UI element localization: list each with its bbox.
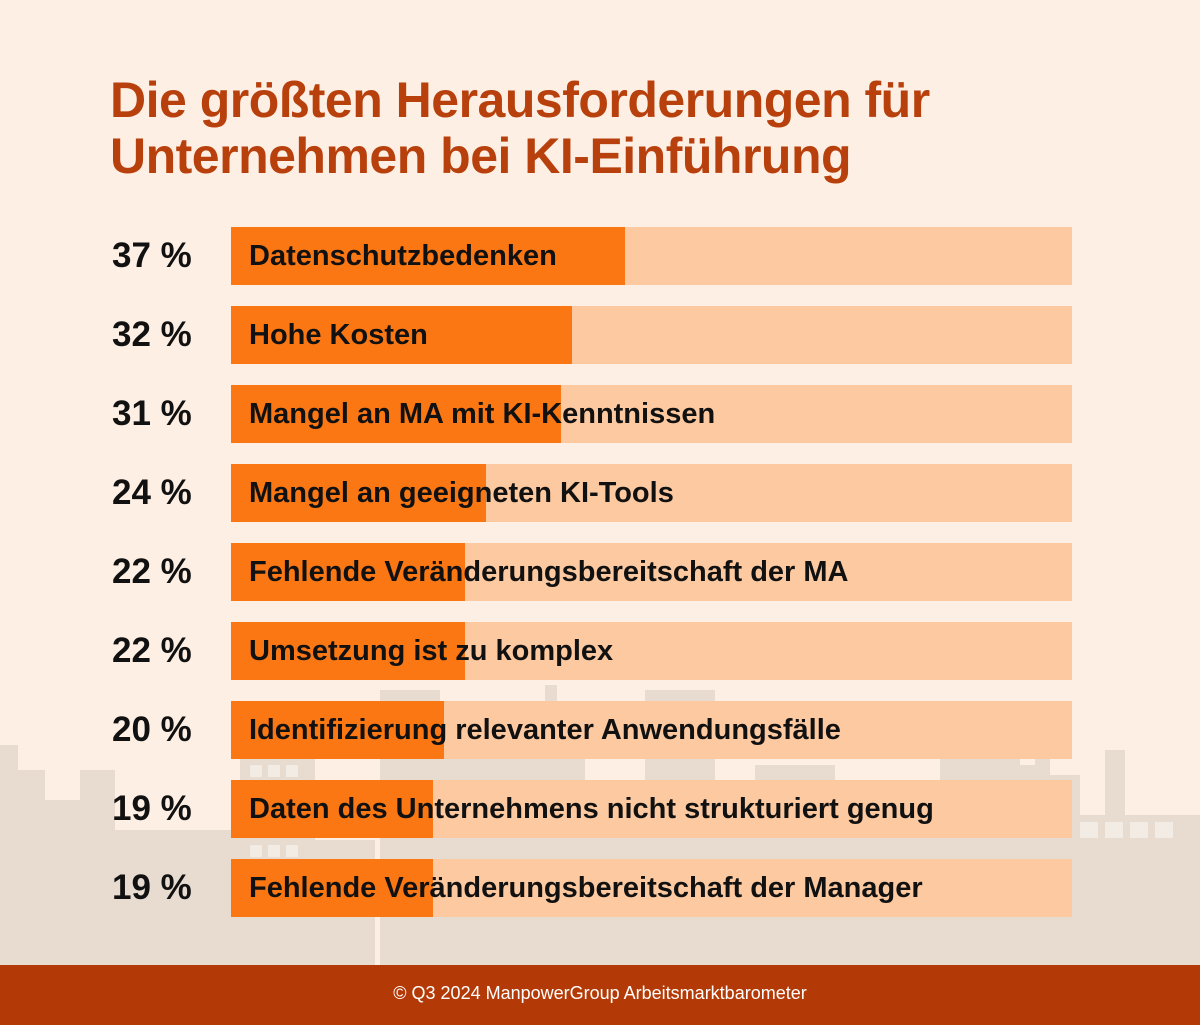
chart-title-line-1: Die größten Herausforderungen für bbox=[110, 72, 930, 128]
bar-track: Hohe Kosten bbox=[231, 306, 1072, 364]
bar-category-label: Umsetzung ist zu komplex bbox=[249, 635, 614, 667]
bar-track: Fehlende Veränderungsbereitschaft der MA bbox=[231, 543, 1072, 601]
bar-track: Umsetzung ist zu komplex bbox=[231, 622, 1072, 680]
bar-row: 22 % Fehlende Veränderungsbereitschaft de… bbox=[0, 543, 1200, 601]
bar-track: Daten des Unternehmens nicht strukturier… bbox=[231, 780, 1072, 838]
bar-value-label: 22 % bbox=[112, 552, 192, 591]
bar-value-label: 32 % bbox=[112, 315, 192, 354]
bar bbox=[231, 780, 433, 838]
bar-row: 20 % Identifizierung relevanter Anwendung… bbox=[0, 701, 1200, 759]
bar-row: 37 % Datenschutzbedenken bbox=[0, 227, 1200, 285]
bar bbox=[231, 385, 561, 443]
bar bbox=[231, 227, 625, 285]
bar-category-label: Hohe Kosten bbox=[249, 319, 428, 351]
bar-chart: 37 % Datenschutzbedenken 32 % Hohe Kosten 31… bbox=[0, 227, 1200, 917]
bar-track: Mangel an MA mit KI-Kenntnissen bbox=[231, 385, 1072, 443]
bar-value-label: 20 % bbox=[112, 710, 192, 749]
bar-value-label: 37 % bbox=[112, 236, 192, 275]
bar-track: Identifizierung relevanter Anwendungsfäl… bbox=[231, 701, 1072, 759]
footer-source: © Q3 2024 ManpowerGroup Arbeitsmarktbaro… bbox=[0, 965, 1200, 1025]
bar-track: Datenschutzbedenken bbox=[231, 227, 1072, 285]
bar-row: 19 % Daten des Unternehmens nicht struktu… bbox=[0, 780, 1200, 838]
bar-category-label: Daten des Unternehmens nicht strukturier… bbox=[249, 793, 934, 825]
bar-value-label: 19 % bbox=[112, 868, 192, 907]
bar-row: 22 % Umsetzung ist zu komplex bbox=[0, 622, 1200, 680]
bar-value-label: 31 % bbox=[112, 394, 192, 433]
bar-value-label: 24 % bbox=[112, 473, 192, 512]
bar-category-label: Datenschutzbedenken bbox=[249, 240, 557, 272]
bar-track: Mangel an geeigneten KI-Tools bbox=[231, 464, 1072, 522]
bar-category-label: Mangel an geeigneten KI-Tools bbox=[249, 477, 674, 509]
bar bbox=[231, 622, 465, 680]
chart-title-line-2: Unternehmen bei KI-Einführung bbox=[110, 128, 852, 184]
bar-category-label: Fehlende Veränderungsbereitschaft der Ma… bbox=[249, 872, 923, 904]
bar bbox=[231, 543, 465, 601]
bar bbox=[231, 464, 486, 522]
bar-track: Fehlende Veränderungsbereitschaft der Ma… bbox=[231, 859, 1072, 917]
bar-category-label: Identifizierung relevanter Anwendungsfäl… bbox=[249, 714, 841, 746]
chart-title: Die größten Herausforderungen für Untern… bbox=[110, 72, 1110, 184]
bar-row: 19 % Fehlende Veränderungsbereitschaft de… bbox=[0, 859, 1200, 917]
bar bbox=[231, 701, 444, 759]
bar-value-label: 19 % bbox=[112, 789, 192, 828]
bar-category-label: Mangel an MA mit KI-Kenntnissen bbox=[249, 398, 716, 430]
bar-value-label: 22 % bbox=[112, 631, 192, 670]
bar-category-label: Fehlende Veränderungsbereitschaft der MA bbox=[249, 556, 849, 588]
bar bbox=[231, 306, 572, 364]
bar-row: 31 % Mangel an MA mit KI-Kenntnissen bbox=[0, 385, 1200, 443]
bar-row: 32 % Hohe Kosten bbox=[0, 306, 1200, 364]
bar bbox=[231, 859, 433, 917]
bar-row: 24 % Mangel an geeigneten KI-Tools bbox=[0, 464, 1200, 522]
